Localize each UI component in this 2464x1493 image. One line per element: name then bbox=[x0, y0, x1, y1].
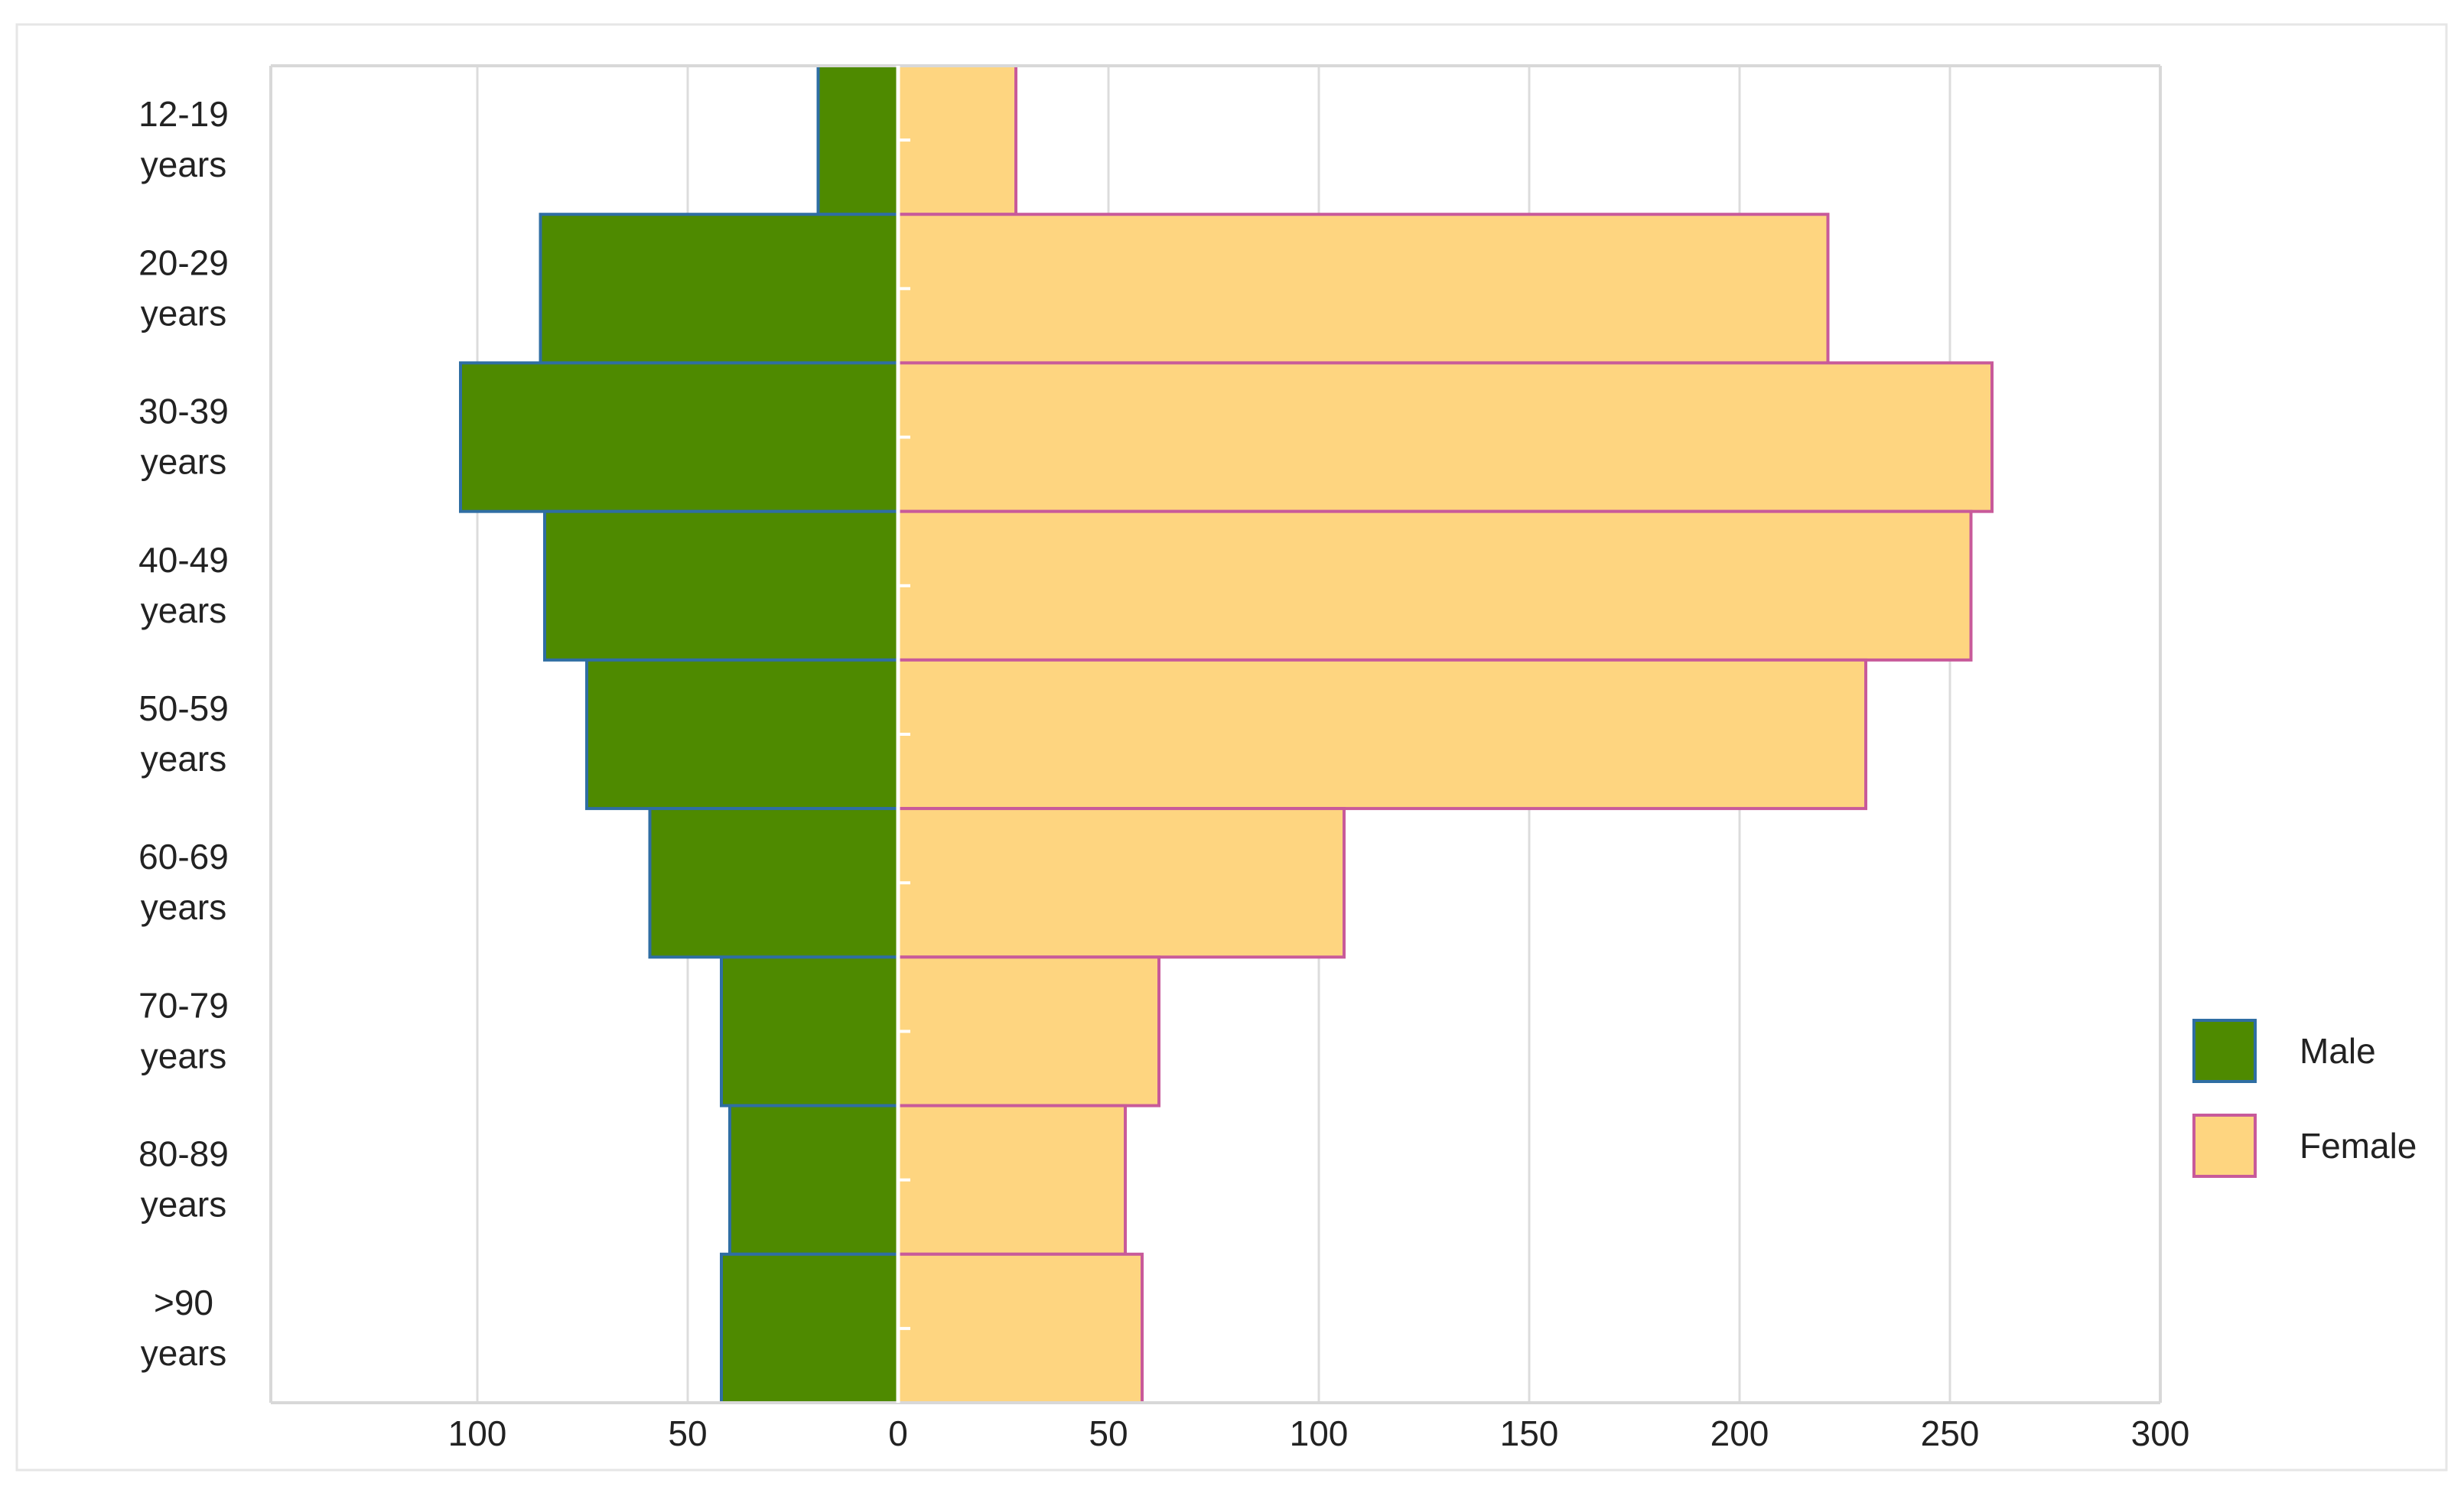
category-label-3-line-1: years bbox=[141, 590, 226, 630]
x-tick-label-1: 50 bbox=[668, 1413, 707, 1453]
category-label-2: 30-39 years bbox=[138, 392, 229, 482]
category-label-0-line-0: 12-19 bbox=[138, 94, 229, 134]
category-label-7: 80-89 years bbox=[138, 1134, 229, 1225]
legend-swatch-male bbox=[2192, 1019, 2257, 1083]
category-label-0: 12-19 years bbox=[138, 94, 229, 184]
bar-female-6 bbox=[897, 955, 1160, 1108]
x-tick-label-0: 100 bbox=[448, 1413, 507, 1453]
bar-female-4 bbox=[897, 658, 1867, 811]
x-tick-label-4: 100 bbox=[1290, 1413, 1349, 1453]
bar-male-5 bbox=[648, 807, 900, 959]
category-label-6-line-0: 70-79 bbox=[138, 985, 229, 1025]
x-tick-label-5: 150 bbox=[1500, 1413, 1559, 1453]
category-label-8-line-1: years bbox=[141, 1333, 226, 1373]
bar-female-8 bbox=[897, 1252, 1144, 1405]
bar-female-0 bbox=[897, 64, 1017, 216]
x-tick-label-7: 250 bbox=[1921, 1413, 1980, 1453]
category-label-5-line-0: 60-69 bbox=[138, 837, 229, 877]
bar-male-0 bbox=[816, 64, 900, 216]
x-tick-label-2: 0 bbox=[888, 1413, 908, 1453]
bar-female-1 bbox=[897, 213, 1830, 365]
legend-item-male: Male bbox=[2192, 1019, 2376, 1083]
outer-frame bbox=[15, 23, 2448, 1472]
legend-label-female: Female bbox=[2300, 1126, 2417, 1166]
legend: Male Female bbox=[2192, 1019, 2417, 1178]
bar-male-1 bbox=[539, 213, 900, 365]
bar-female-7 bbox=[897, 1104, 1127, 1256]
category-label-3-line-0: 40-49 bbox=[138, 540, 229, 580]
category-label-6: 70-79 years bbox=[138, 985, 229, 1075]
x-tick-label-3: 50 bbox=[1089, 1413, 1128, 1453]
category-label-7-line-0: 80-89 bbox=[138, 1134, 229, 1174]
axes bbox=[269, 64, 2162, 1404]
bar-male-2 bbox=[459, 361, 900, 513]
bar-male-4 bbox=[585, 658, 900, 811]
bar-male-3 bbox=[543, 509, 900, 662]
category-label-2-line-1: years bbox=[141, 442, 226, 482]
legend-label-male: Male bbox=[2300, 1031, 2376, 1071]
category-label-8: >90 years bbox=[141, 1283, 226, 1373]
category-label-4-line-0: 50-59 bbox=[138, 688, 229, 728]
category-label-0-line-1: years bbox=[141, 145, 226, 184]
category-label-7-line-1: years bbox=[141, 1185, 226, 1225]
bar-female-3 bbox=[897, 509, 1973, 662]
category-label-5-line-1: years bbox=[141, 887, 226, 927]
x-tick-labels: 100 50 0 50 100 150 200 250 300 bbox=[448, 1413, 2190, 1453]
category-label-4-line-1: years bbox=[141, 739, 226, 779]
category-label-1: 20-29 years bbox=[138, 242, 229, 333]
bar-male-6 bbox=[720, 955, 900, 1108]
category-label-5: 60-69 years bbox=[138, 837, 229, 927]
category-label-1-line-1: years bbox=[141, 293, 226, 333]
category-label-6-line-1: years bbox=[141, 1036, 226, 1075]
bars bbox=[459, 64, 1994, 1405]
bar-female-2 bbox=[897, 361, 1994, 513]
category-label-1-line-0: 20-29 bbox=[138, 242, 229, 282]
category-label-3: 40-49 years bbox=[138, 540, 229, 630]
x-tick-label-6: 200 bbox=[1710, 1413, 1769, 1453]
category-label-2-line-0: 30-39 bbox=[138, 392, 229, 431]
bar-male-7 bbox=[728, 1104, 900, 1256]
category-label-4: 50-59 years bbox=[138, 688, 229, 779]
bar-male-8 bbox=[720, 1252, 900, 1405]
y-category-labels: 12-19 years 20-29 years 30-39 years 40-49 years… bbox=[138, 94, 229, 1373]
x-tick-label-8: 300 bbox=[2131, 1413, 2190, 1453]
bar-female-5 bbox=[897, 807, 1346, 959]
category-label-8-line-0: >90 bbox=[154, 1283, 213, 1322]
legend-swatch-female bbox=[2192, 1114, 2257, 1178]
legend-item-female: Female bbox=[2192, 1114, 2417, 1178]
